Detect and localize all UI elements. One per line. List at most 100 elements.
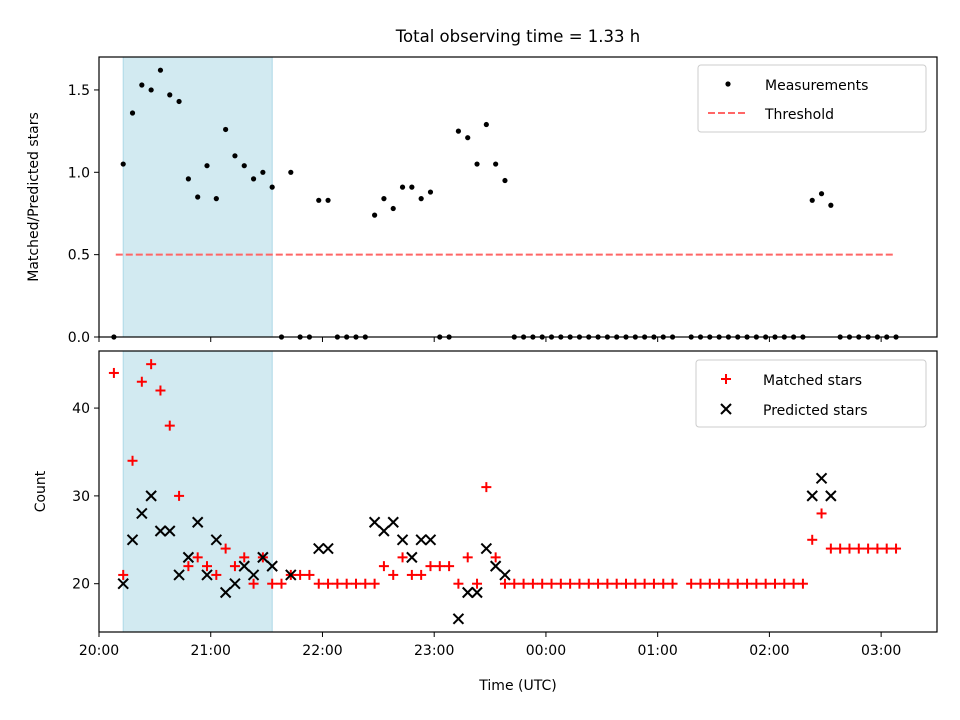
- matched-point: [844, 543, 855, 554]
- matched-point: [378, 561, 389, 572]
- predicted-point: [815, 472, 828, 485]
- measurement-point: [176, 98, 182, 105]
- cross-b: [257, 551, 269, 564]
- measurement-point: [427, 189, 434, 195]
- cross-b: [210, 534, 223, 546]
- matched-point: [127, 455, 138, 466]
- matched-point: [462, 552, 473, 563]
- cross-b: [117, 577, 129, 590]
- cross-b: [136, 507, 148, 520]
- matched-point: [453, 578, 464, 589]
- matched-point: [704, 578, 715, 589]
- cross-b: [720, 403, 732, 415]
- measurement-point: [316, 197, 322, 203]
- axes-frame: [98, 56, 938, 338]
- matched-point: [220, 543, 231, 554]
- predicted-point: [387, 516, 399, 528]
- predicted-point: [406, 551, 418, 564]
- count-panel: 20 30 40 20:00 21:00 22:00 23:00 00:00 01:00 02:0…: [33, 350, 938, 694]
- chart-title: Total observing time = 1.33 h: [395, 27, 640, 46]
- matched-point: [416, 569, 427, 580]
- legend-label-measurements: Measurements: [765, 78, 868, 94]
- matched-point: [108, 367, 119, 378]
- predicted-point: [825, 490, 837, 502]
- matched-point: [648, 578, 659, 589]
- measurement-point: [148, 87, 154, 93]
- x-tick-label: 23:00: [414, 643, 454, 659]
- measurement-point: [232, 153, 238, 159]
- cross-b: [424, 534, 437, 546]
- cross-b: [191, 516, 204, 528]
- y-tick-label: 1.0: [68, 165, 90, 181]
- y-tick-label: 40: [72, 401, 90, 417]
- measurement-point: [185, 176, 191, 182]
- x-tick-label: 20:00: [79, 643, 119, 659]
- cross-b: [499, 569, 511, 581]
- predicted-point: [117, 577, 129, 590]
- legend-marker-measurements: [725, 81, 731, 87]
- cross-b: [462, 586, 474, 599]
- predicted-point: [201, 569, 213, 581]
- cross-b: [201, 569, 213, 581]
- x-tick-label: 02:00: [749, 643, 789, 659]
- predicted-point: [489, 560, 502, 572]
- predicted-point: [424, 534, 437, 546]
- matched-point: [332, 578, 343, 589]
- predicted-point: [145, 490, 157, 502]
- y-tick-label: 20: [72, 577, 90, 593]
- matched-point: [760, 578, 771, 589]
- matched-point: [583, 578, 594, 589]
- matched-point: [350, 578, 361, 589]
- matched-point: [825, 543, 836, 554]
- matched-point: [751, 578, 762, 589]
- matched-point: [686, 578, 697, 589]
- matched-point: [872, 543, 883, 554]
- matched-point: [667, 578, 678, 589]
- predicted-point: [806, 490, 818, 502]
- matched-point: [360, 578, 371, 589]
- matched-point: [593, 578, 604, 589]
- matched-point: [174, 490, 185, 501]
- matched-point: [267, 578, 278, 589]
- matched-point: [369, 578, 380, 589]
- legend-label-matched: Matched stars: [763, 373, 862, 389]
- predicted-point: [136, 507, 148, 520]
- matched-point: [295, 569, 306, 580]
- predicted-point: [210, 534, 223, 546]
- cross-b: [480, 542, 493, 555]
- cross-b: [173, 569, 185, 581]
- y-tick-label: 0.0: [68, 330, 90, 346]
- predicted-point: [154, 525, 167, 537]
- matched-point: [313, 578, 324, 589]
- predicted-point: [322, 542, 334, 555]
- measurement-point: [325, 197, 331, 203]
- measurement-point: [157, 67, 164, 73]
- measurement-point: [129, 110, 136, 116]
- matched-point: [248, 578, 259, 589]
- cross-b: [285, 569, 297, 581]
- cross-b: [154, 525, 167, 537]
- matched-point: [816, 508, 827, 519]
- legend: Measurements Threshold: [697, 64, 927, 133]
- matched-point: [742, 578, 753, 589]
- matched-point: [611, 578, 622, 589]
- predicted-point: [229, 577, 241, 590]
- measurement-point: [455, 128, 462, 134]
- matched-point: [732, 578, 743, 589]
- cross-b: [471, 586, 483, 599]
- legend-label-predicted: Predicted stars: [763, 403, 868, 419]
- x-tick-label: 00:00: [526, 643, 566, 659]
- x-tick-label: 03:00: [861, 643, 901, 659]
- legend-box: [697, 64, 927, 133]
- y-axis-label: Matched/Predicted stars: [26, 112, 42, 282]
- measurement-point: [213, 196, 219, 202]
- matched-point: [788, 578, 799, 589]
- legend-marker-predicted: [720, 403, 732, 415]
- predicted-point: [247, 569, 260, 581]
- cross-b: [368, 516, 381, 528]
- x-axis-label: Time (UTC): [478, 678, 556, 694]
- matched-point: [527, 578, 538, 589]
- cross-b: [396, 534, 409, 546]
- predicted-point: [452, 613, 465, 625]
- matched-point: [714, 578, 725, 589]
